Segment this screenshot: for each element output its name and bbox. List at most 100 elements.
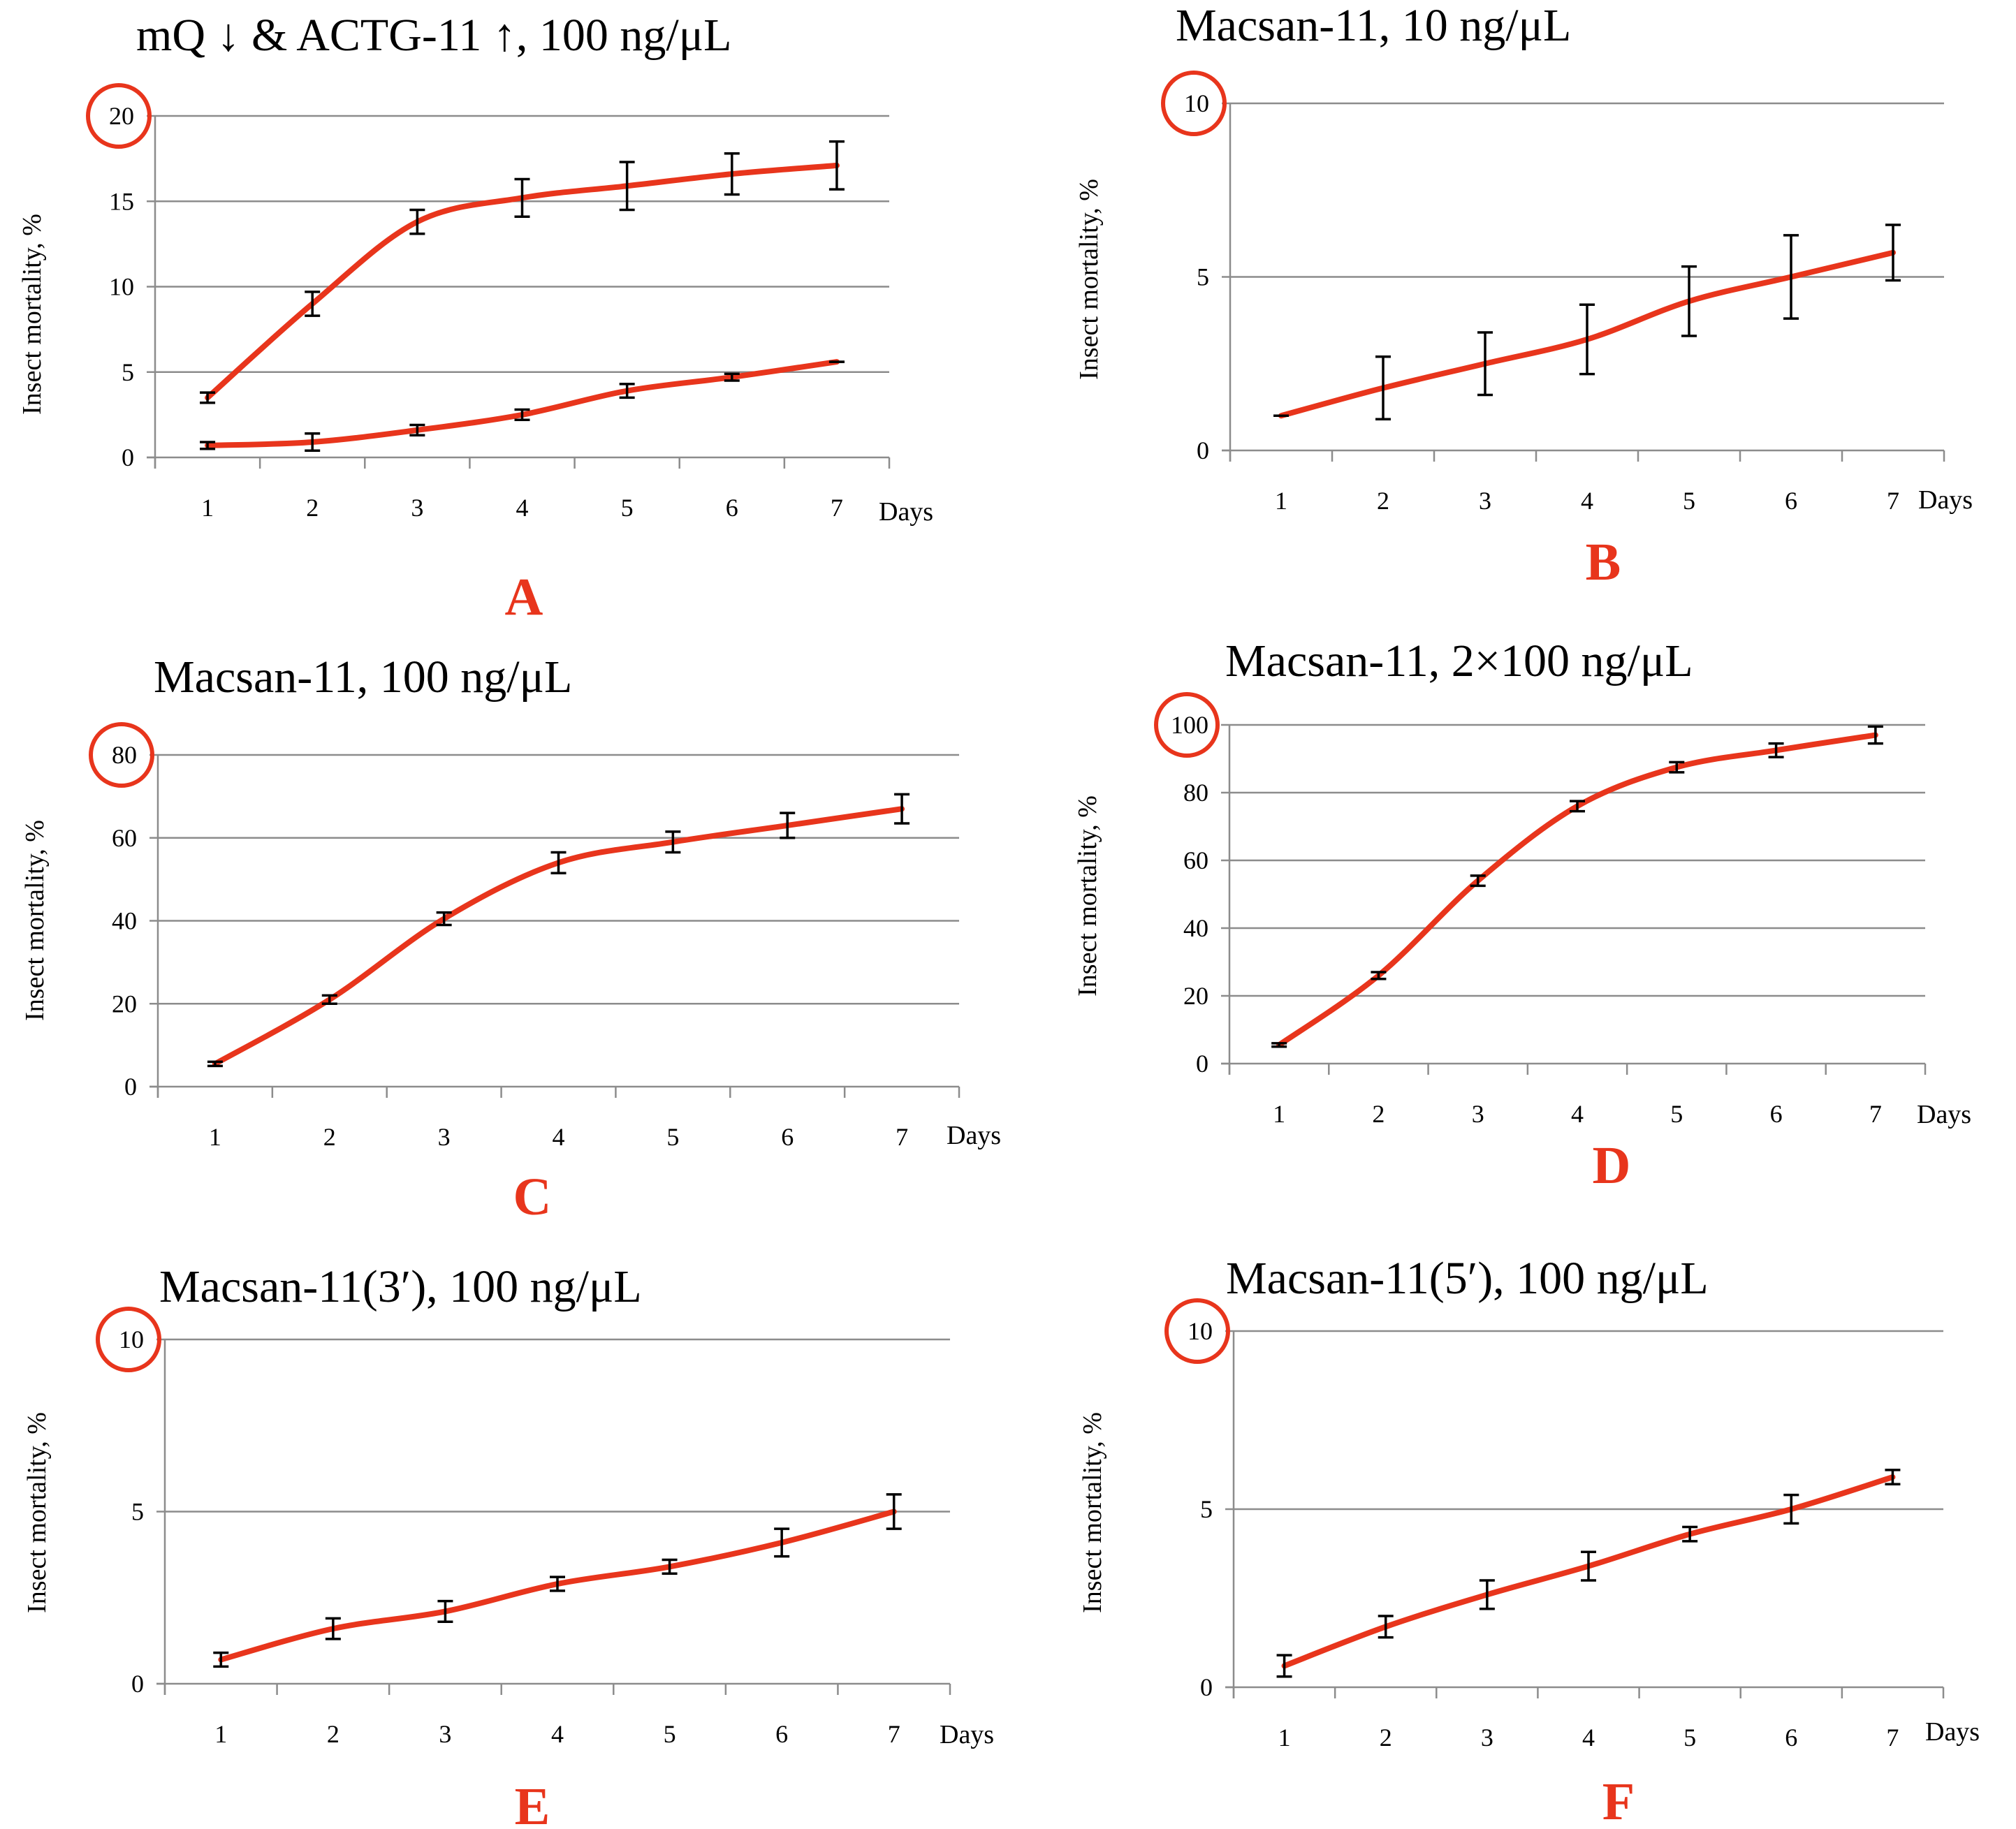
error-bar — [1885, 223, 1901, 282]
x-tick-label: 6 — [1785, 1724, 1797, 1751]
error-bar — [409, 208, 425, 235]
y-tick-label: 20 — [1183, 982, 1208, 1010]
x-tick-label: 7 — [888, 1720, 900, 1748]
highlight-circle — [89, 722, 154, 788]
x-tick-label: 7 — [896, 1123, 908, 1151]
highlight-circle — [86, 83, 152, 149]
chart-panel-b: Macsan-11, 10 ng/μL 0 5 10 1 2 3 4 5 6 7 Days Insect… — [1008, 0, 2016, 610]
panel-letter: C — [513, 1168, 552, 1226]
y-tick-label: 5 — [1197, 263, 1209, 291]
error-bar — [200, 441, 216, 450]
y-axis-title: Insect mortality, % — [22, 1412, 52, 1613]
error-bar — [514, 408, 530, 421]
y-tick-label: 10 — [1188, 1317, 1213, 1345]
x-tick-label: 5 — [1683, 1724, 1696, 1751]
line-chart: Macsan-11, 2×100 ng/μL 0 20 40 60 80 100 1 2 3 4 5 6… — [1073, 636, 1971, 1195]
error-bar — [1375, 355, 1391, 421]
error-bar — [1783, 1493, 1799, 1525]
highlight-circle — [1161, 71, 1227, 136]
chart-panel-c: Macsan-11, 100 ng/μL 0 20 40 60 80 1 2 3 4 5 6 7 Days… — [0, 610, 1008, 1226]
error-bar — [1581, 1550, 1596, 1582]
error-bar — [550, 851, 567, 874]
x-tick-label: 2 — [1377, 487, 1389, 515]
error-bar — [1579, 303, 1595, 376]
series-line — [205, 359, 840, 448]
x-tick-label: 3 — [1481, 1724, 1493, 1751]
y-tick-label: 60 — [1183, 846, 1208, 874]
error-bar — [325, 1617, 341, 1640]
highlight-circle — [1164, 1298, 1230, 1364]
y-tick-label: 20 — [109, 102, 134, 130]
x-axis-title: Days — [1925, 1717, 1980, 1747]
x-tick-label: 6 — [1785, 487, 1797, 515]
line-chart: Macsan-11(3′), 100 ng/μL 0 5 10 1 2 3 4 5 6 7 Days I… — [22, 1261, 994, 1829]
x-tick-label: 5 — [1683, 487, 1695, 515]
x-tick-label: 7 — [1887, 487, 1899, 515]
chart-title: Macsan-11(3′), 100 ng/μL — [159, 1261, 642, 1312]
x-tick-label: 4 — [1582, 1724, 1595, 1751]
chart-title: Macsan-11, 100 ng/μL — [154, 652, 572, 703]
error-bar — [550, 1575, 565, 1592]
y-axis-title: Insect mortality, % — [1078, 1412, 1107, 1613]
x-tick-label: 1 — [209, 1123, 221, 1151]
chart-panel-e: Macsan-11(3′), 100 ng/μL 0 5 10 1 2 3 4 5 6 7 Days I… — [0, 1219, 1008, 1829]
y-tick-label: 0 — [1196, 1050, 1208, 1078]
y-tick-label: 10 — [109, 273, 134, 301]
x-axis-title: Days — [1917, 1100, 1971, 1129]
error-bar — [305, 291, 321, 317]
y-tick-label: 10 — [1184, 89, 1209, 117]
x-axis-title: Days — [1918, 485, 1973, 515]
error-bar — [1271, 1042, 1287, 1048]
x-tick-label: 3 — [411, 494, 423, 522]
x-tick-label: 6 — [781, 1123, 794, 1151]
x-tick-label: 2 — [327, 1720, 339, 1748]
error-bar — [1570, 800, 1585, 813]
error-bar — [894, 793, 910, 825]
error-bar — [437, 1599, 453, 1624]
y-tick-label: 5 — [122, 358, 134, 386]
x-tick-label: 7 — [1869, 1100, 1882, 1128]
y-tick-label: 20 — [112, 990, 137, 1018]
y-tick-label: 15 — [109, 187, 134, 215]
y-tick-label: 40 — [1183, 914, 1208, 942]
y-axis-title: Insect mortality, % — [1074, 179, 1104, 380]
line-chart: Macsan-11, 10 ng/μL 0 5 10 1 2 3 4 5 6 7 Days Insect… — [1074, 0, 1973, 592]
x-tick-label: 3 — [1472, 1100, 1484, 1128]
error-bar — [780, 811, 796, 839]
error-bar — [724, 152, 740, 196]
x-axis-title: Days — [879, 497, 933, 527]
error-bar — [1783, 234, 1799, 320]
x-tick-label: 1 — [214, 1720, 227, 1748]
line-chart: Macsan-11, 100 ng/μL 0 20 40 60 80 1 2 3 4 5 6 7 Days… — [20, 652, 1001, 1226]
highlight-circle — [96, 1307, 161, 1372]
x-tick-label: 5 — [666, 1123, 679, 1151]
error-bar — [1682, 1525, 1698, 1543]
error-bar — [1885, 1469, 1901, 1486]
error-bar — [1276, 1654, 1292, 1678]
error-bar — [774, 1527, 790, 1558]
x-tick-label: 2 — [323, 1123, 336, 1151]
y-tick-label: 10 — [119, 1325, 144, 1353]
error-bar — [305, 432, 321, 452]
y-tick-label: 0 — [122, 443, 134, 471]
error-bar — [619, 383, 635, 399]
x-tick-label: 2 — [1380, 1724, 1392, 1751]
x-tick-label: 6 — [775, 1720, 788, 1748]
error-bar — [213, 1651, 229, 1668]
panel-letter: A — [505, 568, 543, 626]
y-tick-label: 5 — [131, 1498, 144, 1526]
y-axis-title: Insect mortality, % — [20, 820, 50, 1021]
x-tick-label: 1 — [1273, 1100, 1285, 1128]
x-tick-label: 2 — [1372, 1100, 1385, 1128]
x-tick-label: 7 — [831, 494, 843, 522]
chart-panel-f: Macsan-11(5′), 100 ng/μL 0 5 10 1 2 3 4 5 6 7 Days I… — [1008, 1219, 2016, 1829]
chart-title: Macsan-11, 2×100 ng/μL — [1225, 636, 1693, 686]
y-axis-title: Insect mortality, % — [1073, 795, 1102, 997]
highlight-circle — [1154, 692, 1220, 758]
y-tick-label: 5 — [1200, 1495, 1213, 1523]
error-bar — [1479, 1579, 1495, 1610]
y-tick-label: 0 — [131, 1670, 144, 1698]
x-tick-label: 1 — [1275, 487, 1287, 515]
error-bar — [662, 1558, 678, 1575]
error-bar — [321, 994, 337, 1005]
